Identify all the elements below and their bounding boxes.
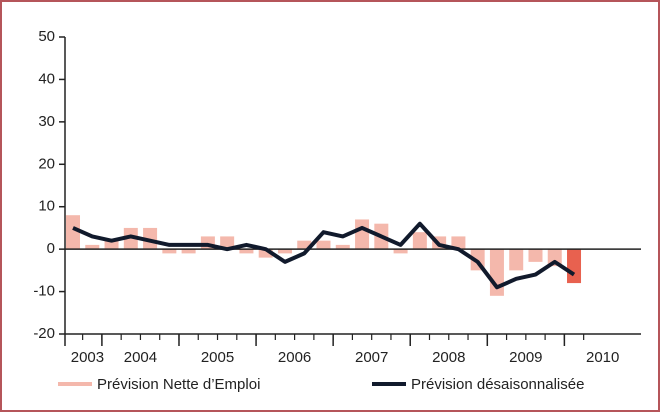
bar (258, 249, 273, 258)
bar (567, 249, 582, 284)
bar (162, 249, 177, 254)
x-tick-label: 2004 (124, 349, 157, 366)
y-tick-label: 20 (38, 155, 55, 172)
y-tick-label: 40 (38, 70, 55, 87)
y-tick-label: 0 (47, 240, 55, 257)
bar (316, 240, 331, 250)
bar (66, 215, 80, 250)
bar (412, 232, 427, 250)
bar (123, 227, 138, 250)
bar (143, 227, 158, 250)
legend-label: Prévision désaisonnalisée (411, 376, 584, 393)
bar (509, 249, 524, 271)
x-tick-label: 2010 (586, 349, 619, 366)
y-tick-label: 50 (38, 28, 55, 45)
bar (277, 249, 292, 254)
x-tick-label: 2006 (278, 349, 311, 366)
x-tick-label: 2003 (71, 349, 104, 366)
x-tick-label: 2008 (432, 349, 465, 366)
y-tick-label: 10 (38, 198, 55, 215)
x-tick-label: 2009 (509, 349, 542, 366)
bar (451, 236, 466, 250)
legend-label: Prévision Nette d’Emploi (97, 376, 260, 393)
y-tick-label: -10 (33, 283, 55, 300)
line (72, 221, 576, 290)
bar (220, 236, 235, 250)
bar (335, 244, 350, 250)
bar (239, 249, 254, 254)
bar (297, 240, 312, 250)
x-tick-label: 2005 (201, 349, 234, 366)
bar (104, 240, 119, 250)
y-tick-label: 30 (38, 113, 55, 130)
y-tick-label: -20 (33, 325, 55, 342)
bar (393, 249, 408, 254)
bar (528, 249, 543, 262)
x-tick-label: 2007 (355, 349, 388, 366)
bar (181, 249, 196, 254)
bar (85, 244, 100, 250)
bar (355, 219, 370, 250)
